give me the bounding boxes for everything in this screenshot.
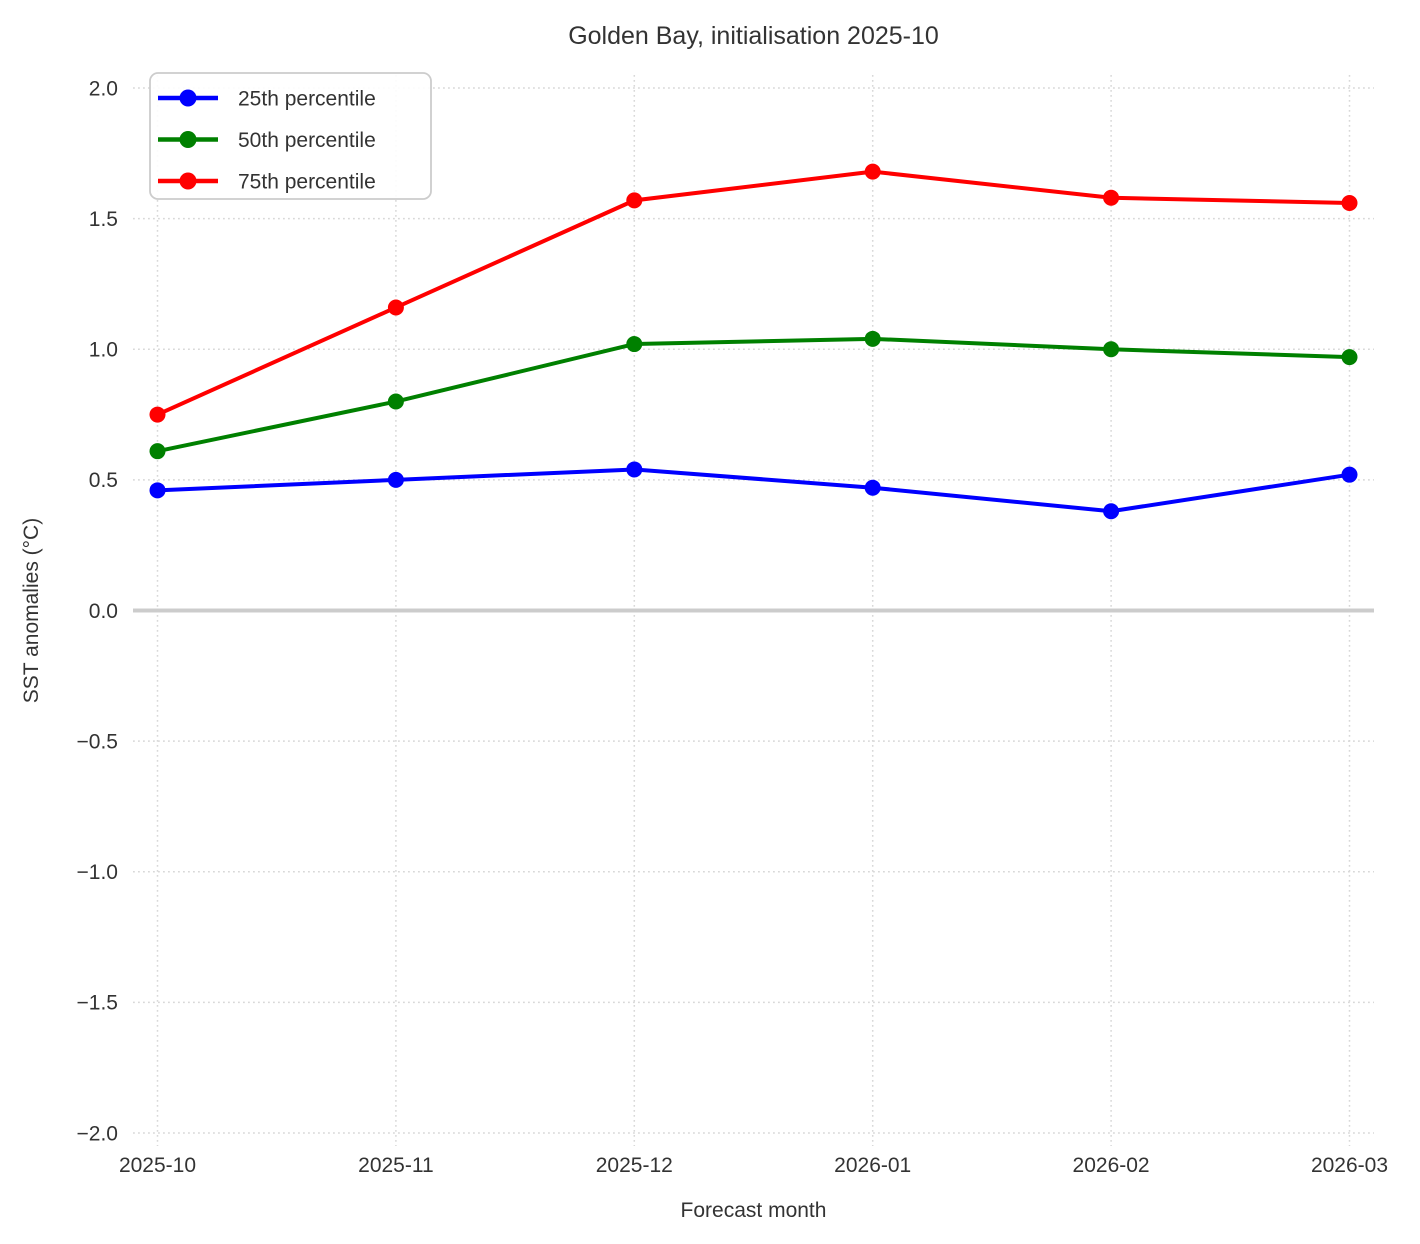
x-axis-label: Forecast month <box>681 1199 827 1222</box>
legend: 25th percentile 50th percentile 75th perce… <box>149 72 432 200</box>
legend-label: 50th percentile <box>238 129 376 152</box>
legend-box <box>149 72 432 200</box>
data-point <box>626 336 643 353</box>
x-tick-label: 2026-02 <box>1073 1154 1150 1177</box>
series-75th-percentile <box>149 163 1358 423</box>
data-point <box>1103 341 1120 358</box>
data-point <box>1341 466 1358 483</box>
x-tick-label: 2026-01 <box>834 1154 911 1177</box>
data-point <box>387 299 404 316</box>
data-point <box>864 330 881 347</box>
data-point <box>626 461 643 478</box>
x-tick-label: 2025-11 <box>358 1154 434 1177</box>
legend-label: 25th percentile <box>238 87 376 110</box>
series-25th-percentile-line <box>157 467 1350 514</box>
y-tick-label: 2.0 <box>89 77 118 100</box>
data-point <box>149 443 166 460</box>
y-tick-label: −0.5 <box>77 730 118 753</box>
x-tick-label: 2025-10 <box>119 1154 196 1177</box>
y-tick-label: −1.0 <box>77 861 118 884</box>
y-tick-label: 0.0 <box>89 600 118 623</box>
x-tick-label: 2025-12 <box>596 1154 673 1177</box>
y-tick-label: 1.0 <box>89 339 118 362</box>
data-point <box>387 471 404 488</box>
y-axis-label: SST anomalies (°C) <box>20 518 43 703</box>
data-point <box>626 192 643 209</box>
data-point <box>864 163 881 180</box>
data-point <box>864 479 881 496</box>
data-point <box>149 406 166 423</box>
legend-marker <box>179 131 197 148</box>
legend-marker <box>179 89 197 107</box>
data-point <box>149 482 166 499</box>
data-point <box>1103 189 1120 206</box>
data-point <box>1103 503 1120 520</box>
series-50th-percentile <box>149 330 1358 460</box>
data-point <box>387 393 404 410</box>
y-tick-label: 1.5 <box>89 208 118 231</box>
series-25th-percentile <box>149 461 1358 520</box>
x-tick-label: 2026-03 <box>1311 1154 1388 1177</box>
series-75th-percentile-line <box>156 169 1350 417</box>
legend-marker <box>179 172 197 190</box>
y-tick-label: −1.5 <box>77 992 118 1015</box>
y-tick-label: 0.5 <box>89 469 118 492</box>
y-tick-label: −2.0 <box>77 1122 118 1145</box>
chart-title: Golden Bay, initialisation 2025-10 <box>568 22 939 50</box>
series-50th-percentile-line <box>157 336 1350 454</box>
legend-label: 75th percentile <box>238 170 376 193</box>
data-point <box>1341 194 1358 211</box>
data-point <box>1341 349 1358 366</box>
